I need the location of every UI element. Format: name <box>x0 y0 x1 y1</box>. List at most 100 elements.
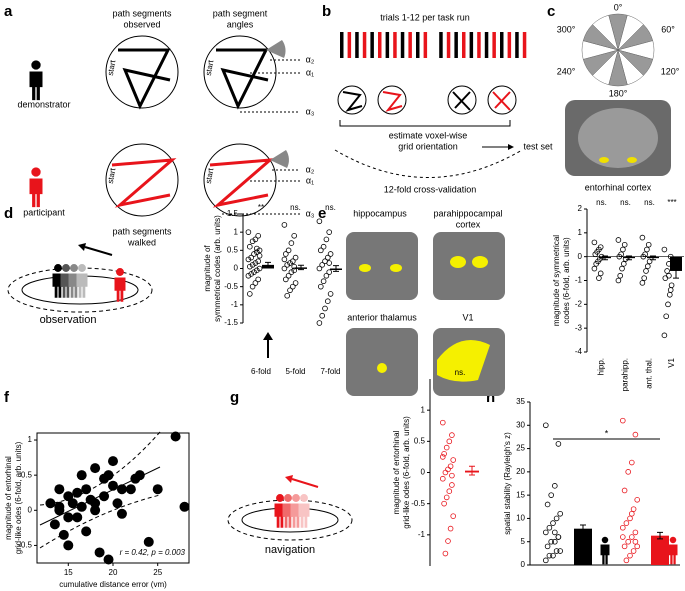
data-point <box>439 419 446 426</box>
y-axis-label: magnitude of <box>203 245 212 292</box>
arrow-head <box>285 475 293 483</box>
data-point <box>644 246 650 253</box>
data-point <box>630 506 637 512</box>
data-point <box>76 470 87 481</box>
y-tick-label: 30 <box>516 420 525 429</box>
person-icon <box>114 277 126 302</box>
data-point <box>326 260 333 266</box>
data-point <box>450 513 457 519</box>
data-point <box>665 301 671 308</box>
data-point <box>287 260 293 266</box>
y-axis-label: grid-like odes (6-fold, arb. units) <box>14 441 23 554</box>
trial-circle <box>487 85 517 115</box>
y-tick-label: -1 <box>575 276 583 285</box>
data-point <box>615 237 622 243</box>
y-axis-label: spatial stability (Rayleigh's z) <box>503 432 512 535</box>
y-tick-label: 0 <box>578 252 583 261</box>
data-point <box>632 529 639 536</box>
data-point <box>442 550 449 557</box>
person-icon <box>669 536 677 544</box>
data-point <box>285 272 292 279</box>
data-point <box>323 236 330 243</box>
path <box>492 91 511 111</box>
data-point <box>550 552 556 559</box>
person-icon <box>300 494 308 502</box>
trial-stripe <box>393 32 397 58</box>
data-point <box>63 540 74 551</box>
angle-wedge <box>270 150 289 168</box>
data-point <box>445 538 451 544</box>
data-point <box>623 520 630 526</box>
trial-stripe <box>462 32 466 58</box>
roi <box>450 256 466 268</box>
data-point <box>619 417 626 424</box>
data-point <box>45 498 56 509</box>
data-point <box>617 272 623 279</box>
data-point <box>619 524 626 531</box>
data-point <box>249 283 256 290</box>
y-tick-label: -0.5 <box>411 499 425 508</box>
significance: *** <box>667 198 676 207</box>
data-point <box>555 534 562 540</box>
error-bar <box>626 255 632 261</box>
data-point <box>253 245 260 252</box>
angle-label: 120° <box>661 66 680 76</box>
y-tick-label: 2 <box>578 204 583 213</box>
data-point <box>450 457 457 463</box>
data-point <box>288 269 295 275</box>
data-point <box>291 267 298 274</box>
person-icon <box>54 264 62 272</box>
data-point <box>542 557 549 564</box>
data-point <box>664 268 670 274</box>
significance: ns. <box>644 198 655 207</box>
label: grid orientation <box>398 141 458 151</box>
data-point <box>316 265 323 272</box>
data-point <box>249 262 256 268</box>
arrow-head <box>78 243 86 251</box>
arena <box>203 143 277 217</box>
annotation: r = 0.42, p = 0.003 <box>120 548 186 557</box>
data-point <box>256 247 263 254</box>
person-icon <box>600 544 610 565</box>
y-tick-label: -4 <box>575 347 583 356</box>
trial-stripe <box>378 32 382 58</box>
start-label: start <box>204 167 216 185</box>
path <box>118 48 171 110</box>
arrow <box>291 478 319 488</box>
data-point <box>550 520 556 526</box>
trial-stripe <box>423 32 428 58</box>
data-point <box>630 548 637 554</box>
data-point <box>291 263 298 270</box>
data-point <box>646 258 653 265</box>
data-point <box>248 254 255 261</box>
data-point <box>112 498 123 509</box>
x-tick-label: 15 <box>64 568 73 577</box>
trial-stripe <box>515 32 519 58</box>
y-tick-label: 25 <box>516 444 525 453</box>
person-icon <box>31 60 41 70</box>
person-icon <box>276 494 284 502</box>
sector <box>592 14 619 51</box>
label: demonstrator <box>17 99 70 109</box>
start-label: start <box>106 59 118 77</box>
data-point <box>628 459 635 466</box>
panel-letter: g <box>230 389 239 406</box>
data-point <box>320 243 327 250</box>
data-point <box>449 472 455 479</box>
heading: angles <box>227 19 254 29</box>
data-point <box>627 552 633 559</box>
data-point <box>621 543 628 550</box>
label: test set <box>523 141 553 151</box>
angle-label: α₃ <box>306 208 315 218</box>
data-point <box>555 441 562 447</box>
data-point <box>661 332 668 339</box>
significance: ns. <box>290 203 301 212</box>
data-point <box>445 466 451 473</box>
data-point <box>439 454 446 460</box>
data-point <box>551 529 558 536</box>
y-tick-label: 0 <box>521 560 526 569</box>
y-tick-label: 1 <box>234 227 239 236</box>
roi <box>599 157 609 163</box>
trial-stripe <box>408 32 412 58</box>
y-axis-label: grid-like odes (6-fold, arb. units) <box>402 416 411 529</box>
